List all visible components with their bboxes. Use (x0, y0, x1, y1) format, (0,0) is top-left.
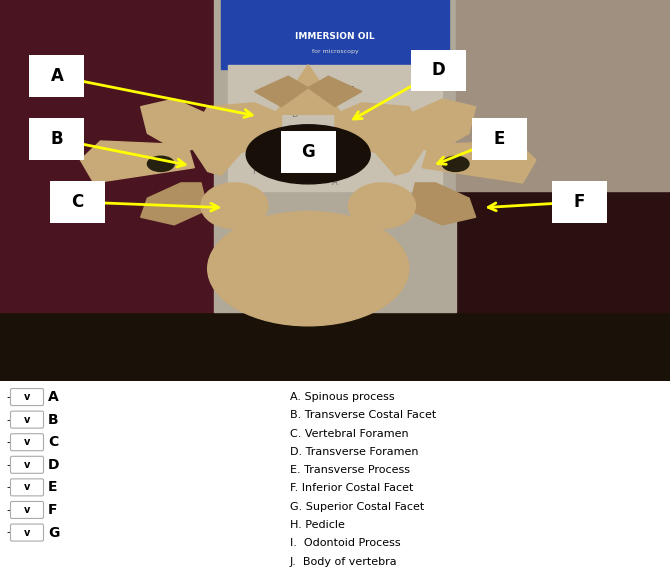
Text: A: A (252, 129, 257, 138)
Text: D: D (48, 458, 60, 472)
Text: -: - (6, 482, 10, 492)
Text: -: - (6, 460, 10, 470)
Polygon shape (308, 76, 362, 107)
Text: v: v (24, 528, 30, 537)
Polygon shape (275, 65, 342, 115)
FancyBboxPatch shape (411, 49, 466, 92)
Text: H. Pedicle: H. Pedicle (290, 520, 345, 530)
Text: G: G (48, 525, 60, 540)
FancyBboxPatch shape (29, 118, 84, 160)
Text: v: v (24, 482, 30, 492)
Text: C: C (71, 193, 83, 211)
Ellipse shape (348, 183, 415, 229)
Text: v: v (24, 392, 30, 402)
Text: -: - (6, 392, 10, 402)
Text: for microscopy: for microscopy (312, 49, 358, 54)
Text: E: E (312, 167, 318, 176)
Text: COD: COD (267, 150, 282, 155)
Bar (228, 65, 442, 190)
Polygon shape (409, 99, 476, 152)
FancyBboxPatch shape (50, 181, 105, 223)
Bar (221, 0, 449, 69)
Text: A: A (50, 67, 64, 85)
Text: C: C (48, 435, 58, 449)
Ellipse shape (201, 183, 268, 229)
Bar (214, 0, 456, 312)
Text: G: G (302, 143, 315, 162)
FancyBboxPatch shape (552, 181, 607, 223)
Text: A. Spinous process: A. Spinous process (290, 392, 395, 402)
Text: -: - (6, 505, 10, 515)
FancyBboxPatch shape (472, 118, 527, 160)
Text: B: B (51, 130, 63, 148)
Text: J.  Body of vertebra: J. Body of vertebra (290, 556, 397, 567)
FancyBboxPatch shape (29, 55, 84, 97)
FancyBboxPatch shape (11, 388, 44, 406)
Ellipse shape (442, 156, 469, 171)
Text: E. Transverse Process: E. Transverse Process (290, 465, 410, 475)
Text: F: F (252, 167, 257, 176)
Bar (456, 0, 670, 312)
FancyBboxPatch shape (11, 456, 44, 473)
Text: -: - (6, 528, 10, 537)
Text: G. Superior Costal Facet: G. Superior Costal Facet (290, 502, 424, 512)
FancyBboxPatch shape (11, 411, 44, 428)
Ellipse shape (147, 156, 174, 171)
Text: D: D (432, 61, 446, 80)
Text: IMMERSION OIL: IMMERSION OIL (295, 32, 375, 41)
Text: v: v (24, 437, 30, 447)
Polygon shape (422, 141, 536, 183)
FancyBboxPatch shape (11, 479, 44, 496)
Text: v: v (24, 505, 30, 515)
Bar (0, 312, 670, 381)
Ellipse shape (247, 125, 370, 184)
Text: F: F (48, 503, 58, 517)
Text: TYPE B: TYPE B (314, 87, 356, 96)
FancyBboxPatch shape (11, 524, 44, 541)
Text: D. Transverse Foramen: D. Transverse Foramen (290, 447, 419, 457)
Polygon shape (80, 141, 194, 183)
Bar (456, 0, 670, 190)
Ellipse shape (208, 211, 409, 326)
Text: v: v (24, 415, 30, 425)
Polygon shape (188, 103, 281, 175)
Text: I.  Odontoid Process: I. Odontoid Process (290, 538, 401, 548)
Text: B: B (48, 413, 59, 427)
Polygon shape (335, 103, 429, 175)
Text: E: E (48, 480, 58, 494)
Text: C. Vertebral Foramen: C. Vertebral Foramen (290, 429, 409, 438)
Polygon shape (141, 183, 208, 225)
Polygon shape (141, 99, 208, 152)
FancyBboxPatch shape (11, 434, 44, 451)
Text: D: D (291, 110, 298, 119)
Text: -: - (6, 415, 10, 425)
Text: E: E (494, 130, 505, 148)
Polygon shape (409, 183, 476, 225)
Polygon shape (255, 76, 308, 107)
Text: A: A (48, 390, 59, 404)
Text: -: - (6, 437, 10, 447)
Text: B. Transverse Costal Facet: B. Transverse Costal Facet (290, 410, 436, 421)
Text: v: v (24, 460, 30, 470)
Bar (0, 0, 214, 312)
Text: F: F (574, 193, 585, 211)
FancyBboxPatch shape (11, 501, 44, 519)
FancyBboxPatch shape (281, 131, 336, 174)
Text: A: A (332, 178, 338, 187)
Text: F. Inferior Costal Facet: F. Inferior Costal Facet (290, 484, 413, 493)
